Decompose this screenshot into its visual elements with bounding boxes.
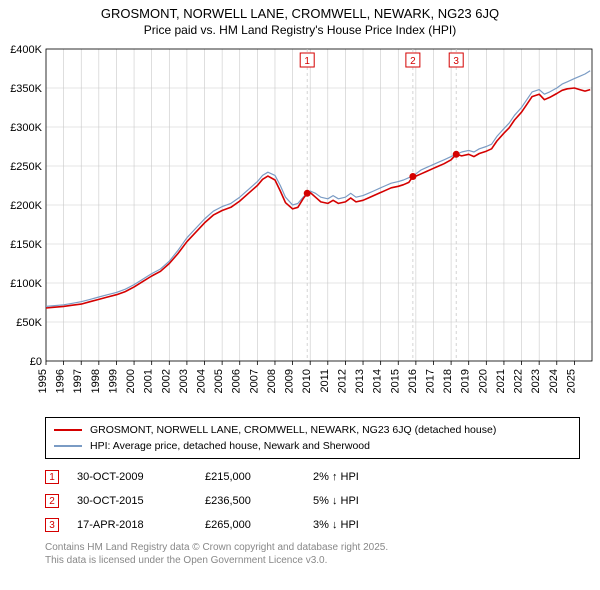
svg-text:2008: 2008 bbox=[266, 369, 278, 393]
title-address: GROSMONT, NORWELL LANE, CROMWELL, NEWARK… bbox=[10, 6, 590, 21]
chart-svg: £0 £50K £100K £150K £200K £250K £300K £350K £400… bbox=[0, 41, 600, 411]
svg-text:2007: 2007 bbox=[248, 369, 260, 393]
svg-text:3: 3 bbox=[453, 56, 459, 67]
svg-text:£400K: £400K bbox=[10, 44, 42, 56]
svg-text:£300K: £300K bbox=[10, 122, 42, 134]
sale-price: £215,000 bbox=[205, 471, 295, 483]
svg-text:2004: 2004 bbox=[196, 369, 208, 393]
svg-text:2003: 2003 bbox=[178, 369, 190, 393]
sale-price: £265,000 bbox=[205, 519, 295, 531]
svg-text:2015: 2015 bbox=[389, 369, 401, 393]
chart-plot-area: £0 £50K £100K £150K £200K £250K £300K £350K £400… bbox=[0, 41, 600, 411]
svg-text:2024: 2024 bbox=[548, 369, 560, 393]
svg-text:2016: 2016 bbox=[407, 369, 419, 393]
title-block: GROSMONT, NORWELL LANE, CROMWELL, NEWARK… bbox=[0, 0, 600, 41]
svg-text:2018: 2018 bbox=[442, 369, 454, 393]
svg-text:2019: 2019 bbox=[460, 369, 472, 393]
svg-text:2002: 2002 bbox=[160, 369, 172, 393]
svg-text:2001: 2001 bbox=[143, 369, 155, 393]
sale-date: 17-APR-2018 bbox=[77, 519, 187, 531]
sale-marker-icon: 1 bbox=[45, 470, 59, 484]
legend-label: GROSMONT, NORWELL LANE, CROMWELL, NEWARK… bbox=[90, 424, 496, 436]
legend-label: HPI: Average price, detached house, Newa… bbox=[90, 440, 370, 452]
svg-text:£150K: £150K bbox=[10, 239, 42, 251]
footer-line: Contains HM Land Registry data © Crown c… bbox=[45, 541, 580, 554]
svg-text:2023: 2023 bbox=[530, 369, 542, 393]
sale-price: £236,500 bbox=[205, 495, 295, 507]
svg-text:2: 2 bbox=[410, 56, 416, 67]
svg-text:2013: 2013 bbox=[354, 369, 366, 393]
svg-text:2009: 2009 bbox=[284, 369, 296, 393]
svg-text:1996: 1996 bbox=[55, 369, 67, 393]
svg-text:2020: 2020 bbox=[477, 369, 489, 393]
svg-text:£50K: £50K bbox=[16, 317, 42, 329]
svg-text:1995: 1995 bbox=[37, 369, 49, 393]
svg-text:1998: 1998 bbox=[90, 369, 102, 393]
svg-text:2012: 2012 bbox=[336, 369, 348, 393]
sale-marker-icon: 3 bbox=[45, 518, 59, 532]
legend-swatch bbox=[54, 429, 82, 431]
footer-line: This data is licensed under the Open Gov… bbox=[45, 554, 580, 567]
svg-text:£200K: £200K bbox=[10, 200, 42, 212]
svg-text:2005: 2005 bbox=[213, 369, 225, 393]
sale-marker-icon: 2 bbox=[45, 494, 59, 508]
svg-text:2022: 2022 bbox=[513, 369, 525, 393]
svg-text:1: 1 bbox=[304, 56, 310, 67]
sales-table: 1 30-OCT-2009 £215,000 2% ↑ HPI 2 30-OCT… bbox=[45, 465, 580, 537]
title-subtitle: Price paid vs. HM Land Registry's House … bbox=[10, 23, 590, 37]
legend-item: HPI: Average price, detached house, Newa… bbox=[54, 438, 571, 454]
svg-text:2010: 2010 bbox=[301, 369, 313, 393]
svg-text:£250K: £250K bbox=[10, 161, 42, 173]
sale-diff: 2% ↑ HPI bbox=[313, 471, 403, 483]
table-row: 3 17-APR-2018 £265,000 3% ↓ HPI bbox=[45, 513, 580, 537]
svg-text:2000: 2000 bbox=[125, 369, 137, 393]
sale-date: 30-OCT-2015 bbox=[77, 495, 187, 507]
svg-text:2017: 2017 bbox=[424, 369, 436, 393]
svg-text:2025: 2025 bbox=[565, 369, 577, 393]
sale-date: 30-OCT-2009 bbox=[77, 471, 187, 483]
svg-text:2011: 2011 bbox=[319, 369, 331, 393]
svg-text:1999: 1999 bbox=[107, 369, 119, 393]
svg-text:2021: 2021 bbox=[495, 369, 507, 393]
svg-text:£0: £0 bbox=[30, 356, 42, 368]
legend-item: GROSMONT, NORWELL LANE, CROMWELL, NEWARK… bbox=[54, 422, 571, 438]
svg-text:2014: 2014 bbox=[372, 369, 384, 393]
svg-text:1997: 1997 bbox=[72, 369, 84, 393]
svg-text:£350K: £350K bbox=[10, 83, 42, 95]
chart-container: GROSMONT, NORWELL LANE, CROMWELL, NEWARK… bbox=[0, 0, 600, 567]
svg-text:2006: 2006 bbox=[231, 369, 243, 393]
svg-text:£100K: £100K bbox=[10, 278, 42, 290]
legend-box: GROSMONT, NORWELL LANE, CROMWELL, NEWARK… bbox=[45, 417, 580, 459]
footer-attribution: Contains HM Land Registry data © Crown c… bbox=[45, 541, 580, 567]
sale-diff: 3% ↓ HPI bbox=[313, 519, 403, 531]
legend-swatch bbox=[54, 445, 82, 447]
sale-diff: 5% ↓ HPI bbox=[313, 495, 403, 507]
table-row: 1 30-OCT-2009 £215,000 2% ↑ HPI bbox=[45, 465, 580, 489]
table-row: 2 30-OCT-2015 £236,500 5% ↓ HPI bbox=[45, 489, 580, 513]
